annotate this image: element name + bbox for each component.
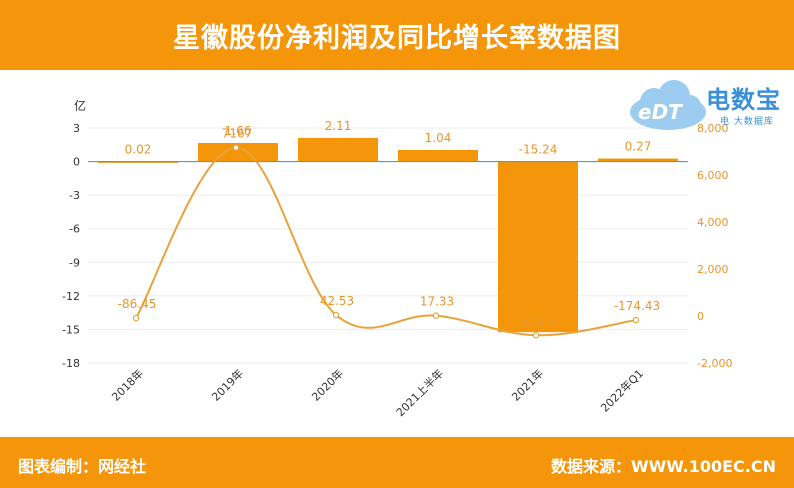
x-axis-category-label: 2022年Q1	[598, 366, 647, 415]
footer-data-source: 数据来源：WWW.100EC.CN	[550, 457, 776, 476]
left-axis-tick-label: 3	[73, 122, 80, 135]
line-point	[132, 314, 140, 322]
logo-subtitle: 电 大数据库	[720, 117, 774, 127]
line-point	[632, 316, 640, 324]
line-data-label: -174.43	[614, 299, 660, 313]
right-axis-tick-label: 4,000	[697, 216, 729, 229]
line-data-label: -86.45	[118, 297, 157, 311]
x-axis-category-label: 2019年	[209, 366, 246, 403]
logo-brand: 电数宝	[706, 86, 781, 114]
bar-data-label: 1.04	[425, 131, 452, 145]
logo-cloud-text: eDT	[638, 100, 682, 124]
x-axis-category-label: 2018年	[109, 366, 146, 403]
bar	[298, 137, 378, 162]
x-axis-category-label: 2020年	[309, 366, 346, 403]
x-axis-category-label: 2021年	[509, 366, 546, 403]
bar	[498, 161, 578, 333]
footer-source-editor: 图表编制：网经社	[18, 457, 147, 476]
bar-data-label: 0.27	[625, 140, 652, 154]
left-axis-tick-label: 0	[73, 156, 80, 169]
bar-data-label: 0.02	[125, 142, 152, 156]
right-axis-tick-label: 8,000	[697, 122, 729, 135]
line-data-label: 17.33	[420, 295, 454, 309]
bar	[598, 158, 678, 162]
bar	[398, 149, 478, 162]
bar-data-label: 1.66	[225, 124, 252, 138]
chart-title: 星徽股份净利润及同比增长率数据图	[173, 22, 621, 54]
line-point	[332, 311, 340, 319]
bar-data-label: -15.24	[519, 143, 558, 157]
left-axis-tick-label: -3	[69, 189, 80, 202]
left-axis-tick-label: -6	[69, 223, 80, 236]
right-axis-tick-label: -2,000	[697, 357, 732, 370]
line-point	[532, 332, 540, 339]
line-data-label: 7167	[222, 127, 253, 141]
left-axis-unit: 亿	[74, 98, 86, 113]
line-point	[232, 144, 240, 151]
left-axis-tick-label: -9	[69, 256, 80, 269]
x-axis-category-label: 2021上半年	[393, 366, 446, 419]
bar-data-label: 2.11	[325, 119, 352, 133]
chart-footer: 图表编制：网经社 数据来源：WWW.100EC.CN	[0, 437, 794, 488]
right-axis-tick-label: 2,000	[697, 263, 729, 276]
right-axis-tick-label: 6,000	[697, 169, 729, 182]
line-data-label: 42.53	[320, 294, 354, 308]
logo: eDT 电数宝 电 大数据库	[628, 74, 788, 134]
left-axis-tick-label: -18	[62, 357, 80, 370]
right-axis-tick-label: 0	[697, 310, 704, 323]
cloud-logo-icon	[630, 80, 706, 130]
chart-header: 星徽股份净利润及同比增长率数据图	[0, 0, 794, 70]
line-data-label: -819.6	[518, 314, 557, 328]
line-point	[432, 312, 440, 319]
left-axis-tick-label: -15	[62, 323, 80, 336]
left-axis-tick-label: -12	[62, 290, 80, 303]
